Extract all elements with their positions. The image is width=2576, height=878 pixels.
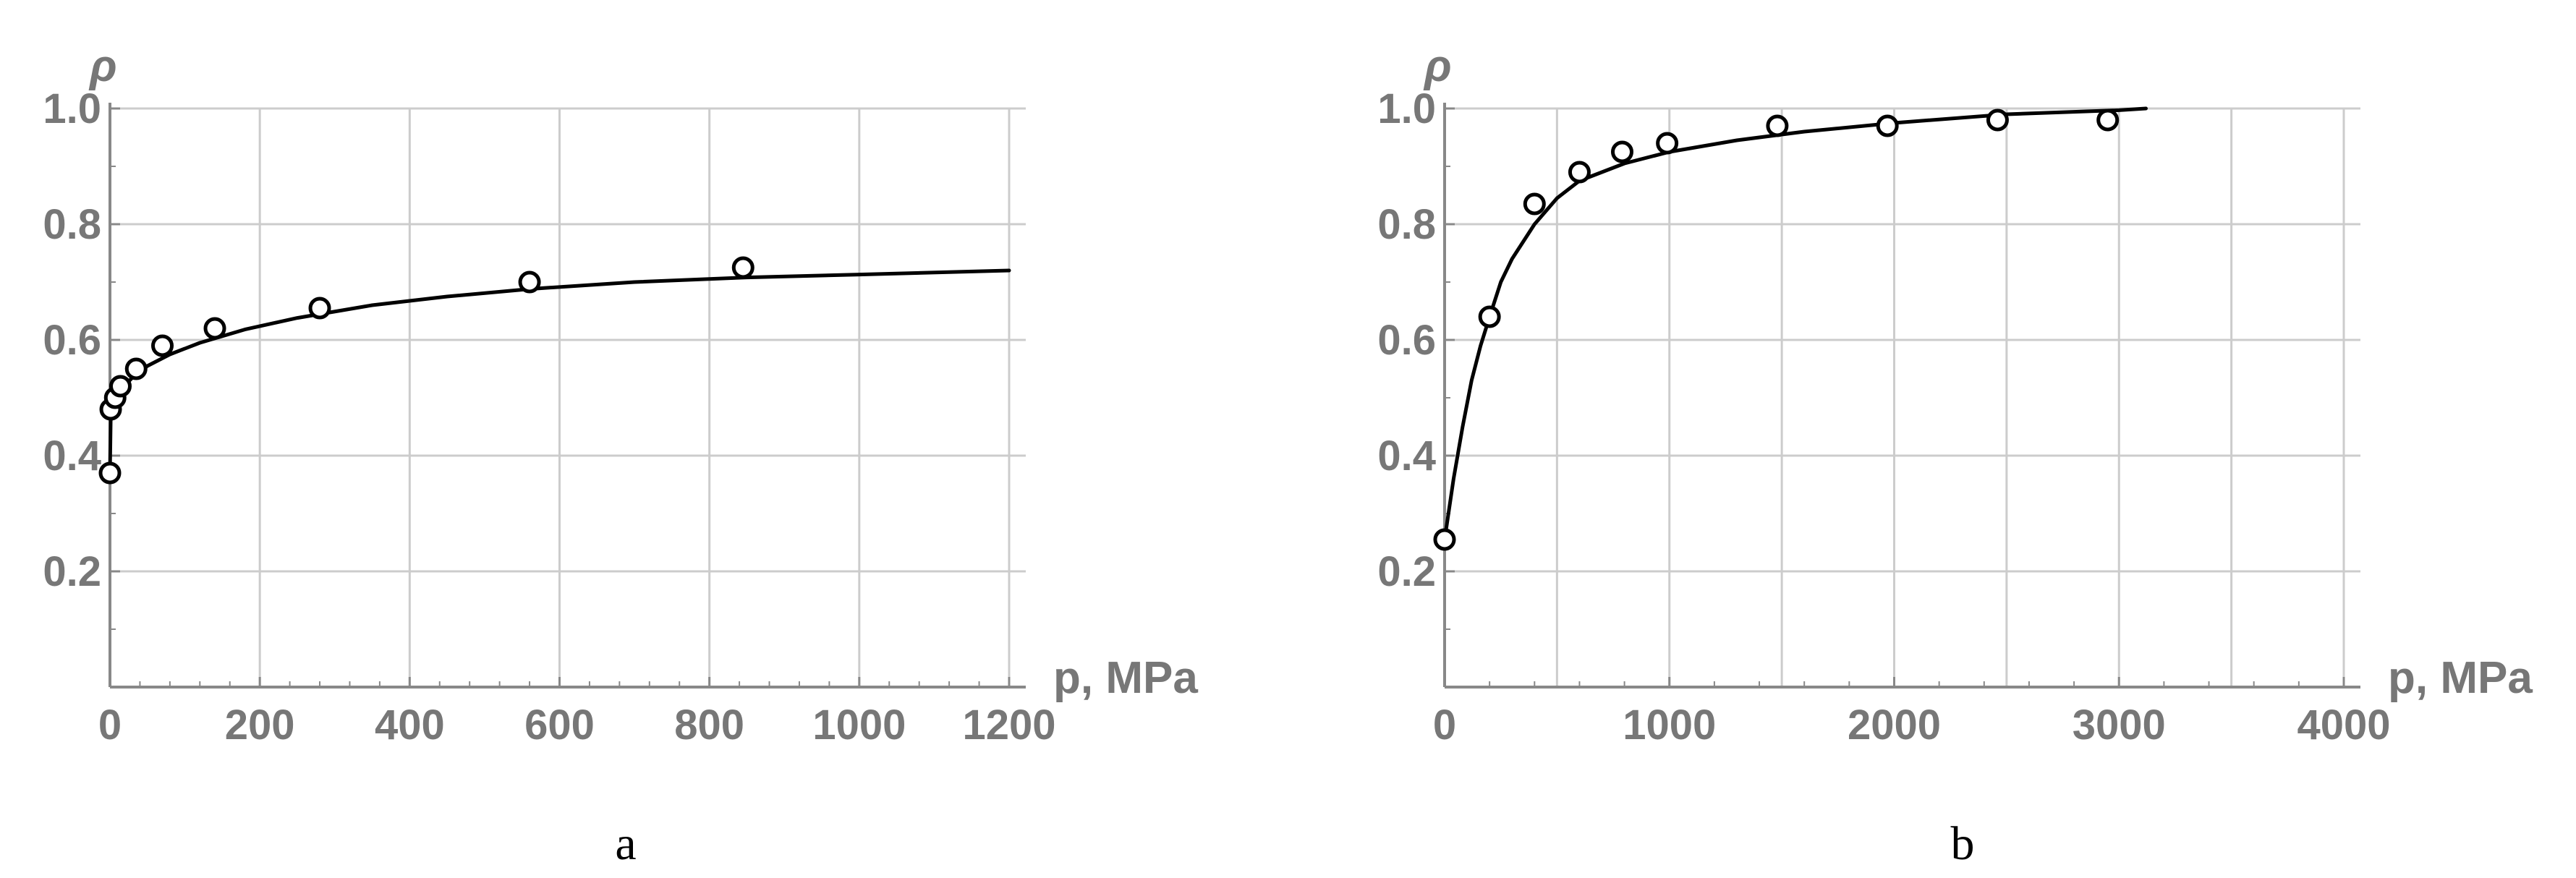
data-point bbox=[1478, 305, 1501, 328]
panel-caption: b bbox=[1951, 817, 1975, 870]
y-tick-label: 1.0 bbox=[1377, 85, 1436, 132]
data-point bbox=[1568, 161, 1591, 184]
x-tick-label: 600 bbox=[524, 702, 595, 749]
x-tick-label: 200 bbox=[225, 702, 295, 749]
data-point bbox=[308, 297, 331, 320]
x-axis-label: p, MPa bbox=[2388, 653, 2533, 703]
data-point bbox=[1766, 114, 1789, 137]
x-tick-label: 1000 bbox=[812, 702, 906, 749]
data-point bbox=[1876, 114, 1899, 137]
y-tick-label: 1.0 bbox=[43, 85, 101, 132]
y-tick-label: 0.8 bbox=[43, 201, 101, 248]
data-point bbox=[203, 317, 226, 340]
data-point bbox=[731, 256, 754, 279]
x-tick-label: 0 bbox=[1433, 702, 1456, 749]
data-point bbox=[124, 357, 148, 380]
x-tick-label: 1200 bbox=[962, 702, 1055, 749]
data-point bbox=[109, 375, 132, 398]
y-tick-label: 0.2 bbox=[43, 548, 101, 595]
chart-panel-a: 0 200 400 600 800 1000 1200 0.2 0.4 0.6 0.8 1.0ρ p, … bbox=[43, 41, 1198, 870]
x-axis-label: p, MPa bbox=[1053, 653, 1198, 703]
data-point bbox=[98, 461, 122, 485]
data-point bbox=[2096, 108, 2120, 132]
x-tick-label: 3000 bbox=[2073, 702, 2166, 749]
x-tick-label: 1000 bbox=[1623, 702, 1716, 749]
grid-lines bbox=[1445, 107, 2360, 687]
data-point bbox=[1610, 140, 1633, 163]
data-point bbox=[1433, 528, 1456, 551]
data-point bbox=[1986, 108, 2009, 132]
x-tick-label: 800 bbox=[674, 702, 744, 749]
x-tick-label: 2000 bbox=[1848, 702, 1941, 749]
y-tick-label: 0.2 bbox=[1377, 548, 1436, 595]
grid-lines bbox=[110, 107, 1026, 687]
data-point bbox=[1523, 192, 1546, 216]
y-tick-label: 0.8 bbox=[1377, 201, 1436, 248]
y-tick-label: 0.6 bbox=[1377, 317, 1436, 364]
x-tick-label: 4000 bbox=[2297, 702, 2390, 749]
y-axis-label: ρ bbox=[1423, 41, 1452, 91]
x-tick-label: 400 bbox=[375, 702, 445, 749]
data-point bbox=[151, 334, 174, 357]
y-tick-label: 0.4 bbox=[43, 432, 101, 480]
data-point bbox=[518, 270, 541, 294]
fit-curve bbox=[1442, 106, 2148, 542]
y-axis-label: ρ bbox=[88, 41, 117, 91]
panel-caption: a bbox=[615, 817, 636, 870]
data-point bbox=[1656, 132, 1679, 155]
x-tick-label: 0 bbox=[98, 702, 122, 749]
chart-panel-b: 0 1000 2000 3000 4000 0.2 0.4 0.6 0.8 1.0ρ p, MPa b bbox=[1377, 41, 2533, 870]
y-tick-label: 0.6 bbox=[43, 317, 101, 364]
y-tick-label: 0.4 bbox=[1377, 432, 1436, 480]
